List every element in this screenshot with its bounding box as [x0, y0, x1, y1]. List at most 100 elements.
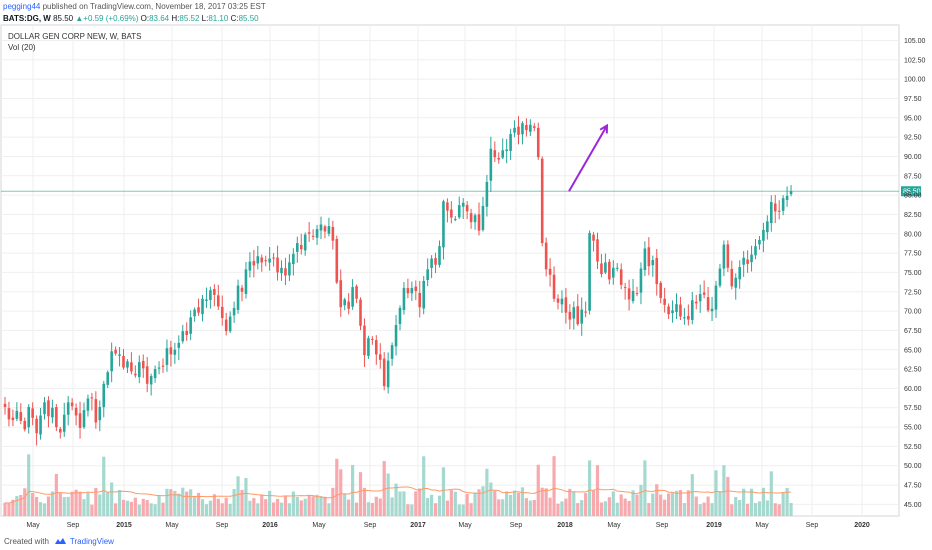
candle-body	[256, 256, 260, 264]
candle-body	[438, 246, 441, 265]
candle-body	[734, 277, 738, 288]
candle-body	[785, 195, 789, 200]
candle-body	[718, 268, 722, 286]
volume-bar	[224, 497, 228, 516]
last-price: 85.50	[53, 14, 74, 23]
candle-body	[789, 191, 793, 195]
candle-body	[122, 356, 125, 368]
price-axis[interactable]: 105.00 102.50 100.00 97.50 95.00 92.50 90.00 87…	[904, 38, 926, 509]
volume-bar	[117, 489, 122, 516]
volume-bar	[595, 465, 600, 516]
volume-bar	[702, 502, 706, 516]
candle-body	[592, 234, 595, 241]
candle-body	[173, 349, 177, 355]
candle-body	[130, 362, 133, 372]
candle-body	[773, 203, 777, 212]
candle-body	[66, 402, 70, 415]
candle-body	[268, 258, 271, 263]
candle-body	[525, 124, 528, 131]
candle-body	[422, 280, 425, 309]
volume-bar	[730, 504, 734, 516]
x-tick-label: 2015	[116, 522, 132, 529]
candle-body	[726, 244, 730, 268]
candle-body	[78, 413, 82, 428]
candle-body	[536, 127, 540, 158]
volume-ma-line	[4, 486, 792, 504]
volume-bar	[445, 500, 449, 516]
x-tick-label: May	[607, 522, 621, 529]
volume-bar	[469, 503, 473, 516]
volume-bar	[749, 488, 754, 516]
volume-bar	[485, 468, 489, 516]
candle-body	[232, 308, 236, 316]
volume-bar	[769, 471, 773, 516]
volume-bar	[362, 487, 367, 516]
candle-body	[110, 351, 113, 372]
author-link[interactable]: pegging44	[3, 2, 41, 11]
volume-bar	[327, 503, 331, 516]
volume-bar	[489, 482, 493, 516]
candle-body	[371, 338, 374, 340]
projection-arrow[interactable]	[568, 123, 609, 192]
candle-body	[315, 229, 319, 238]
candle-body	[667, 306, 670, 315]
x-tick-label: May	[458, 522, 472, 529]
candle-body	[248, 261, 252, 271]
candle-body	[406, 288, 410, 294]
candle-body	[529, 124, 532, 132]
x-tick-label: 2018	[557, 522, 573, 529]
arrow-shaft	[568, 125, 608, 192]
x-tick-label: Sep	[216, 522, 229, 529]
candle-body	[205, 299, 208, 301]
volume-bar	[453, 491, 457, 516]
volume-bar	[461, 504, 465, 516]
candle-body	[114, 349, 117, 354]
candle-body	[730, 268, 734, 287]
y-tick-label: 75.00	[904, 270, 922, 277]
volume-bar	[11, 499, 15, 516]
y-tick-label: 50.00	[904, 463, 922, 470]
volume-bar	[568, 488, 572, 516]
volume-bar	[493, 490, 497, 516]
y-tick-label: 67.50	[904, 328, 922, 335]
candle-body	[86, 398, 90, 411]
volume-bar	[591, 490, 596, 516]
candle-body	[754, 246, 757, 256]
volume-bar	[473, 492, 477, 516]
volume-bar	[244, 478, 248, 516]
candle-body	[414, 286, 418, 291]
volume-bar	[38, 502, 43, 516]
tradingview-logo[interactable]: TradingView	[54, 537, 114, 546]
candle-body	[331, 226, 335, 241]
candle-body	[264, 260, 267, 262]
candle-body	[434, 258, 437, 265]
candle-body	[276, 257, 279, 273]
x-tick-label: May	[165, 522, 179, 529]
volume-bar	[433, 503, 438, 516]
volume-bar	[220, 503, 224, 516]
candle-body	[446, 202, 449, 211]
candle-body	[568, 311, 572, 320]
time-axis[interactable]: May Sep 2015 May Sep 2016 May Sep 2017 May Sep 2018…	[26, 522, 870, 529]
volume-bar	[686, 490, 690, 516]
candle-body	[505, 149, 508, 152]
volume-bar	[260, 494, 264, 516]
volume-bar	[615, 502, 619, 516]
volume-bar	[268, 490, 272, 516]
x-tick-label: 2017	[410, 522, 426, 529]
volume-bar	[394, 483, 398, 516]
candle-body	[560, 298, 564, 305]
volume-bar	[410, 504, 414, 516]
candle-body	[181, 331, 185, 342]
candle-body	[710, 308, 714, 312]
y-tick-label: 97.50	[904, 96, 922, 103]
price-change: +0.59 (+0.69%)	[83, 14, 139, 23]
volume-bar	[354, 502, 359, 516]
volume-bar	[441, 467, 446, 516]
tradingview-brand: TradingView	[69, 536, 114, 546]
candle-body	[647, 247, 651, 267]
price-chart[interactable]: 85.50 105.00 102.50 100.00 97.50 95.00 92.50 9…	[0, 24, 932, 534]
candle-body	[663, 298, 666, 305]
y-tick-label: 57.50	[904, 405, 922, 412]
candle-body	[335, 238, 339, 283]
